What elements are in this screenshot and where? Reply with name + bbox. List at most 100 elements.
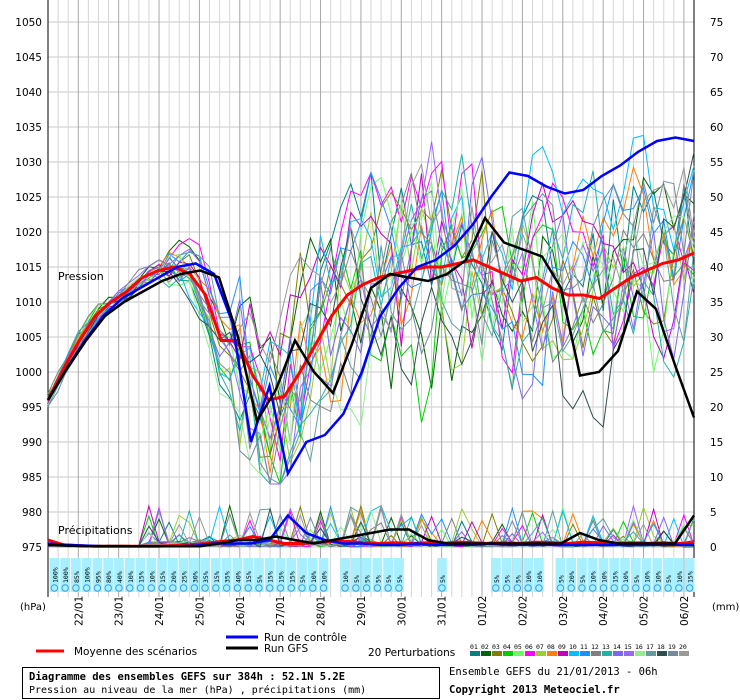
- probability-label: 80%: [105, 571, 113, 583]
- perturbation-pressure-line: [47, 169, 695, 485]
- probability-label: 5%: [557, 575, 565, 583]
- perturbation-swatch: [591, 651, 601, 656]
- legend-moyenne-label: Moyenne des scénarios: [74, 646, 197, 658]
- snow-icon: [82, 584, 91, 592]
- snow-icon: [104, 584, 112, 592]
- probability-cell: [167, 558, 178, 592]
- probability-cell: [264, 558, 275, 592]
- probability-label: 15%: [288, 571, 296, 583]
- right-tick-label: 60: [710, 122, 723, 134]
- right-tick-label: 20: [710, 402, 723, 414]
- x-tick-label: 30/01: [396, 596, 408, 626]
- chart-title: Diagramme des ensembles GEFS sur 384h : …: [29, 671, 346, 683]
- probability-label: 40%: [234, 571, 242, 583]
- precip-label: Précipitations: [58, 524, 133, 537]
- snow-icon: [190, 584, 199, 592]
- snow-icon: [212, 584, 220, 592]
- probability-label: 5%: [439, 575, 447, 583]
- legend-gfs-label: Run GFS: [264, 643, 308, 655]
- perturbation-number: 04: [503, 643, 511, 651]
- right-tick-label: 5: [710, 507, 717, 519]
- right-tick-label: 0: [710, 542, 717, 554]
- left-tick-label: 980: [22, 507, 42, 519]
- probability-cell: [609, 558, 620, 592]
- perturbation-number: 19: [668, 643, 676, 651]
- probability-label: 5%: [493, 575, 501, 583]
- perturbation-pressure-line: [47, 156, 695, 441]
- left-tick-label: 1025: [15, 192, 42, 204]
- probability-label: 5%: [256, 575, 264, 583]
- snow-icon: [126, 584, 134, 592]
- probability-cell: [372, 558, 383, 592]
- probability-cell: [297, 558, 307, 592]
- x-tick-label: 03/02: [558, 596, 570, 626]
- probability-label: 100%: [51, 567, 59, 583]
- left-tick-label: 990: [22, 437, 42, 449]
- perturbation-number: 09: [558, 643, 566, 651]
- probability-label: 15%: [687, 571, 695, 583]
- probability-label: 85%: [73, 571, 81, 583]
- left-tick-label: 1000: [15, 367, 42, 379]
- snow-icon: [524, 584, 532, 592]
- probability-label: 5%: [504, 575, 512, 583]
- probability-label: 10%: [148, 571, 156, 583]
- snow-icon: [309, 584, 317, 592]
- x-tick-label: 04/02: [598, 596, 610, 626]
- probability-label: 10%: [525, 571, 533, 583]
- probability-label: 15%: [245, 571, 253, 583]
- probability-cell: [652, 558, 663, 592]
- snow-icon: [675, 584, 683, 592]
- legend-controle-label: Run de contrôle: [264, 632, 347, 644]
- probability-cell: [60, 558, 71, 592]
- right-unit-label: (mm): [712, 602, 739, 613]
- perturbation-number: 03: [492, 643, 500, 651]
- perturbation-swatch: [514, 651, 524, 656]
- snow-icon: [653, 584, 662, 592]
- snow-icon: [233, 584, 242, 592]
- perturbation-number: 07: [536, 643, 544, 651]
- right-axis: 0 5 10 15 20 25 30 35 40 45 50 55 60 65 70 75: [710, 17, 723, 554]
- probability-cell: [673, 558, 684, 592]
- x-tick-label: 05/02: [639, 596, 651, 626]
- snow-icon: [384, 584, 392, 592]
- snow-icon: [244, 584, 252, 592]
- probability-cell: [501, 558, 512, 592]
- right-tick-label: 25: [710, 367, 723, 379]
- probability-label: 15%: [159, 571, 167, 583]
- probability-cell: [437, 558, 447, 592]
- probability-cell: [598, 558, 609, 592]
- x-tick-label: 25/01: [194, 596, 206, 626]
- left-unit-label: (hPa): [20, 602, 46, 613]
- left-tick-label: 1010: [15, 297, 42, 309]
- snow-icon: [502, 584, 511, 592]
- perturbation-number: 12: [591, 643, 599, 651]
- probability-cell: [361, 558, 372, 592]
- x-tick-label: 02/02: [517, 596, 529, 626]
- left-tick-label: 1040: [15, 87, 42, 99]
- probability-cell: [684, 558, 695, 592]
- probability-cell: [523, 558, 533, 592]
- snow-icon: [362, 584, 371, 592]
- probability-label: 5%: [353, 575, 361, 583]
- snow-icon: [621, 584, 629, 592]
- right-tick-label: 55: [710, 157, 723, 169]
- x-tick-label: 27/01: [275, 596, 287, 626]
- perturbation-swatch: [536, 651, 546, 656]
- snow-icon: [266, 584, 274, 592]
- legend-perturbations-label: 20 Perturbations: [368, 647, 455, 659]
- snow-icon: [642, 584, 651, 592]
- perturbation-swatch: [492, 651, 502, 656]
- snow-icon: [664, 584, 672, 592]
- probability-label: 10%: [600, 571, 608, 583]
- right-tick-label: 70: [710, 52, 723, 64]
- left-tick-label: 985: [22, 472, 42, 484]
- probability-label: 15%: [267, 571, 275, 583]
- perturbation-swatch: [547, 651, 557, 656]
- probability-cell: [135, 558, 146, 592]
- perturbation-number: 17: [646, 643, 654, 651]
- probability-cell: [178, 558, 189, 592]
- snow-icon: [287, 584, 295, 592]
- perturbation-number: 05: [514, 643, 522, 651]
- probability-cell: [71, 558, 81, 592]
- snow-icon: [50, 584, 59, 592]
